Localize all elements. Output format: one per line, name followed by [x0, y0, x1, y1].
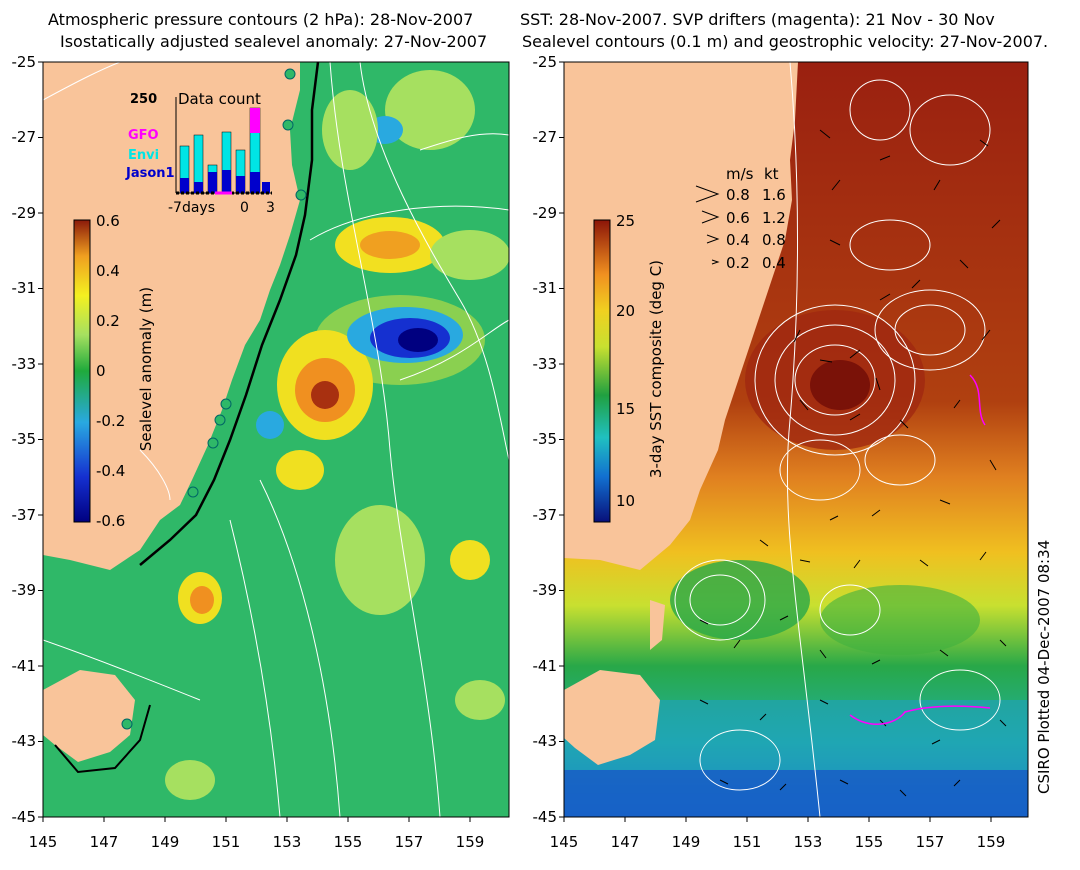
inset-legend-jason1: Jason1 — [126, 166, 175, 181]
lat-tick-left-8: -41 — [11, 657, 37, 675]
left-map — [43, 62, 509, 817]
inset-xlabel-zero: 0 — [240, 200, 249, 216]
velocity-row-1-ms: 0.6 — [726, 209, 750, 227]
right-tick-marks — [559, 61, 992, 822]
sst-colorbar-label: 3-day SST composite (deg C) — [647, 259, 665, 479]
lon-tick-left-0: 145 — [28, 833, 58, 851]
left-colorbar — [73, 219, 91, 523]
lon-tick-left-2: 149 — [150, 833, 180, 851]
right-title-line1: SST: 28-Nov-2007. SVP drifters (magenta)… — [520, 10, 995, 29]
lat-tick-left-2: -29 — [11, 204, 37, 222]
lat-tick-left-7: -39 — [11, 581, 37, 599]
lon-tick-right-4: 153 — [793, 833, 823, 851]
inset-legend-envi: Envi — [128, 148, 160, 163]
lon-tick-right-0: 145 — [549, 833, 579, 851]
velocity-row-2-ms: 0.4 — [726, 231, 750, 249]
lat-tick-right-10: -45 — [532, 808, 558, 826]
sla-tick-3: 0 — [96, 362, 106, 380]
left-title-line1: Atmospheric pressure contours (2 hPa): 2… — [48, 10, 474, 29]
lat-tick-right-5: -35 — [532, 430, 558, 448]
lat-tick-left-9: -43 — [11, 732, 37, 750]
lon-tick-left-3: 151 — [211, 833, 241, 851]
sst-tick-1: 20 — [616, 302, 636, 320]
velocity-row-2-kt: 0.8 — [762, 231, 786, 249]
velocity-header-ms: m/s — [726, 165, 754, 183]
lon-tick-left-1: 147 — [89, 833, 119, 851]
inset-xlabel-start: -7days — [168, 200, 216, 216]
right-colorbar — [593, 219, 611, 523]
sla-tick-5: -0.4 — [96, 462, 126, 480]
lat-tick-right-6: -37 — [532, 506, 558, 524]
velocity-row-3-kt: 0.4 — [762, 254, 786, 272]
lat-tick-left-10: -45 — [11, 808, 37, 826]
velocity-row-3-ms: 0.2 — [726, 254, 750, 272]
lon-tick-right-7: 159 — [976, 833, 1006, 851]
lat-tick-left-3: -31 — [11, 279, 37, 297]
sst-tick-3: 10 — [616, 492, 636, 510]
velocity-legend-arrows — [695, 185, 720, 265]
lat-tick-right-4: -33 — [532, 355, 558, 373]
sla-tick-1: 0.4 — [96, 262, 120, 280]
lon-tick-right-2: 149 — [671, 833, 701, 851]
sla-tick-2: 0.2 — [96, 312, 120, 330]
inset-legend-gfo: GFO — [128, 128, 159, 143]
lat-tick-right-2: -29 — [532, 204, 558, 222]
lat-tick-right-8: -41 — [532, 657, 558, 675]
credit-label: CSIRO Plotted 04-Dec-2007 08:34 — [1035, 539, 1053, 794]
right-title-line2: Sealevel contours (0.1 m) and geostrophi… — [522, 32, 1049, 51]
left-tick-marks — [38, 61, 471, 822]
lon-tick-left-7: 159 — [455, 833, 485, 851]
lat-tick-left-4: -33 — [11, 355, 37, 373]
lat-tick-right-3: -31 — [532, 279, 558, 297]
sst-tick-0: 25 — [616, 212, 636, 230]
lon-tick-right-3: 151 — [732, 833, 762, 851]
data-count-inset — [175, 97, 272, 195]
sla-colorbar-label: Sealevel anomaly (m) — [137, 286, 155, 452]
lon-tick-right-5: 155 — [854, 833, 884, 851]
right-map — [564, 62, 1028, 817]
lat-tick-left-6: -37 — [11, 506, 37, 524]
velocity-row-0-kt: 1.6 — [762, 186, 786, 204]
lat-tick-right-9: -43 — [532, 732, 558, 750]
sla-tick-0: 0.6 — [96, 212, 120, 230]
inset-xlabel-end: 3 — [266, 200, 275, 216]
lat-tick-left-1: -27 — [11, 128, 37, 146]
velocity-row-0-ms: 0.8 — [726, 186, 750, 204]
lat-tick-right-7: -39 — [532, 581, 558, 599]
lat-tick-right-0: -25 — [532, 53, 558, 71]
lon-tick-left-5: 155 — [333, 833, 363, 851]
inset-title: Data count — [178, 90, 261, 108]
lon-tick-right-6: 157 — [915, 833, 945, 851]
velocity-header-kt: kt — [764, 165, 779, 183]
sla-tick-4: -0.2 — [96, 412, 126, 430]
lon-tick-right-1: 147 — [610, 833, 640, 851]
lat-tick-left-0: -25 — [11, 53, 37, 71]
sst-tick-2: 15 — [616, 400, 636, 418]
lat-tick-left-5: -35 — [11, 430, 37, 448]
lon-tick-left-6: 157 — [394, 833, 424, 851]
lon-tick-left-4: 153 — [272, 833, 302, 851]
left-title-line2: Isostatically adjusted sealevel anomaly:… — [60, 32, 488, 51]
inset-max-label: 250 — [130, 92, 158, 107]
velocity-row-1-kt: 1.2 — [762, 209, 786, 227]
lat-tick-right-1: -27 — [532, 128, 558, 146]
sla-tick-6: -0.6 — [96, 512, 126, 530]
